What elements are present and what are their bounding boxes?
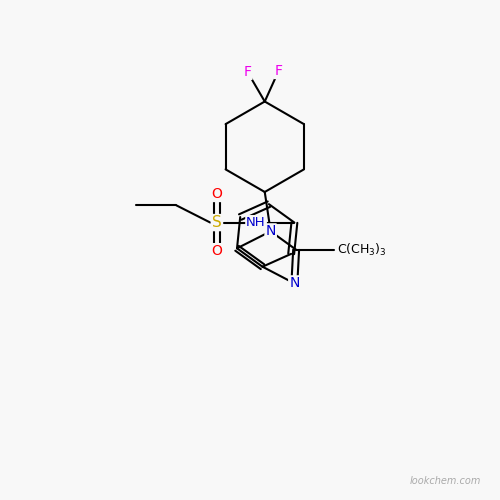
Text: O: O (212, 187, 222, 201)
Text: C(CH$_3$)$_3$: C(CH$_3$)$_3$ (338, 242, 387, 258)
Text: NH: NH (246, 216, 266, 229)
Text: N: N (266, 224, 276, 238)
Text: F: F (274, 64, 282, 78)
Text: lookchem.com: lookchem.com (410, 476, 481, 486)
Text: O: O (212, 244, 222, 258)
Text: S: S (212, 215, 222, 230)
Text: N: N (289, 276, 300, 290)
Text: F: F (244, 65, 252, 79)
